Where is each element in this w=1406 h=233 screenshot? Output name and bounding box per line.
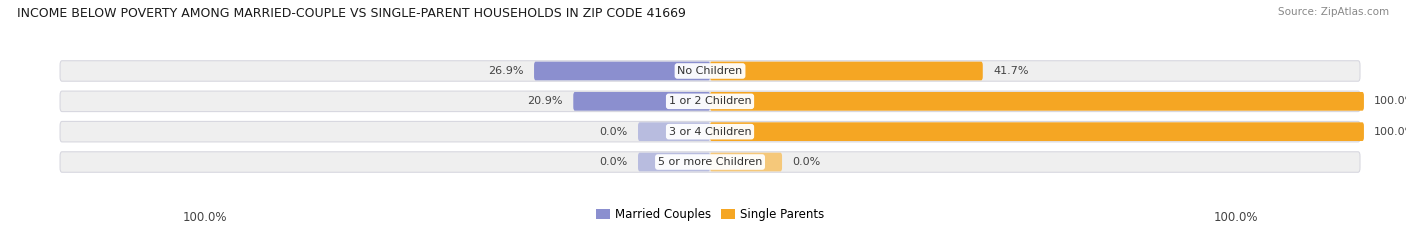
Text: INCOME BELOW POVERTY AMONG MARRIED-COUPLE VS SINGLE-PARENT HOUSEHOLDS IN ZIP COD: INCOME BELOW POVERTY AMONG MARRIED-COUPL… xyxy=(17,7,686,20)
FancyBboxPatch shape xyxy=(638,153,710,171)
Text: 100.0%: 100.0% xyxy=(183,211,228,224)
Text: 100.0%: 100.0% xyxy=(1374,96,1406,106)
FancyBboxPatch shape xyxy=(60,91,1360,112)
Text: 1 or 2 Children: 1 or 2 Children xyxy=(669,96,751,106)
FancyBboxPatch shape xyxy=(60,152,1360,172)
FancyBboxPatch shape xyxy=(638,122,710,141)
Text: 26.9%: 26.9% xyxy=(488,66,523,76)
Text: 41.7%: 41.7% xyxy=(993,66,1029,76)
Text: Source: ZipAtlas.com: Source: ZipAtlas.com xyxy=(1278,7,1389,17)
FancyBboxPatch shape xyxy=(60,121,1360,142)
FancyBboxPatch shape xyxy=(534,62,710,80)
Text: 0.0%: 0.0% xyxy=(793,157,821,167)
Text: 100.0%: 100.0% xyxy=(1213,211,1258,224)
Text: 3 or 4 Children: 3 or 4 Children xyxy=(669,127,751,137)
FancyBboxPatch shape xyxy=(710,153,782,171)
Text: 0.0%: 0.0% xyxy=(599,127,627,137)
Text: 20.9%: 20.9% xyxy=(527,96,562,106)
FancyBboxPatch shape xyxy=(60,61,1360,81)
Legend: Married Couples, Single Parents: Married Couples, Single Parents xyxy=(592,203,828,225)
FancyBboxPatch shape xyxy=(710,62,983,80)
FancyBboxPatch shape xyxy=(574,92,710,111)
Text: 5 or more Children: 5 or more Children xyxy=(658,157,762,167)
FancyBboxPatch shape xyxy=(710,92,1364,111)
Text: 0.0%: 0.0% xyxy=(599,157,627,167)
Text: 100.0%: 100.0% xyxy=(1374,127,1406,137)
Text: No Children: No Children xyxy=(678,66,742,76)
FancyBboxPatch shape xyxy=(710,122,1364,141)
